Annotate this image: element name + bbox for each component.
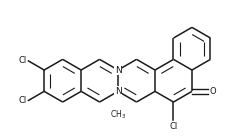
Text: N: N [115, 87, 122, 96]
Text: Cl: Cl [169, 122, 178, 131]
Text: CH$_3$: CH$_3$ [110, 108, 126, 121]
Text: O: O [210, 87, 216, 96]
Text: Cl: Cl [19, 56, 27, 65]
Text: Cl: Cl [19, 96, 27, 105]
Text: N: N [115, 65, 122, 75]
